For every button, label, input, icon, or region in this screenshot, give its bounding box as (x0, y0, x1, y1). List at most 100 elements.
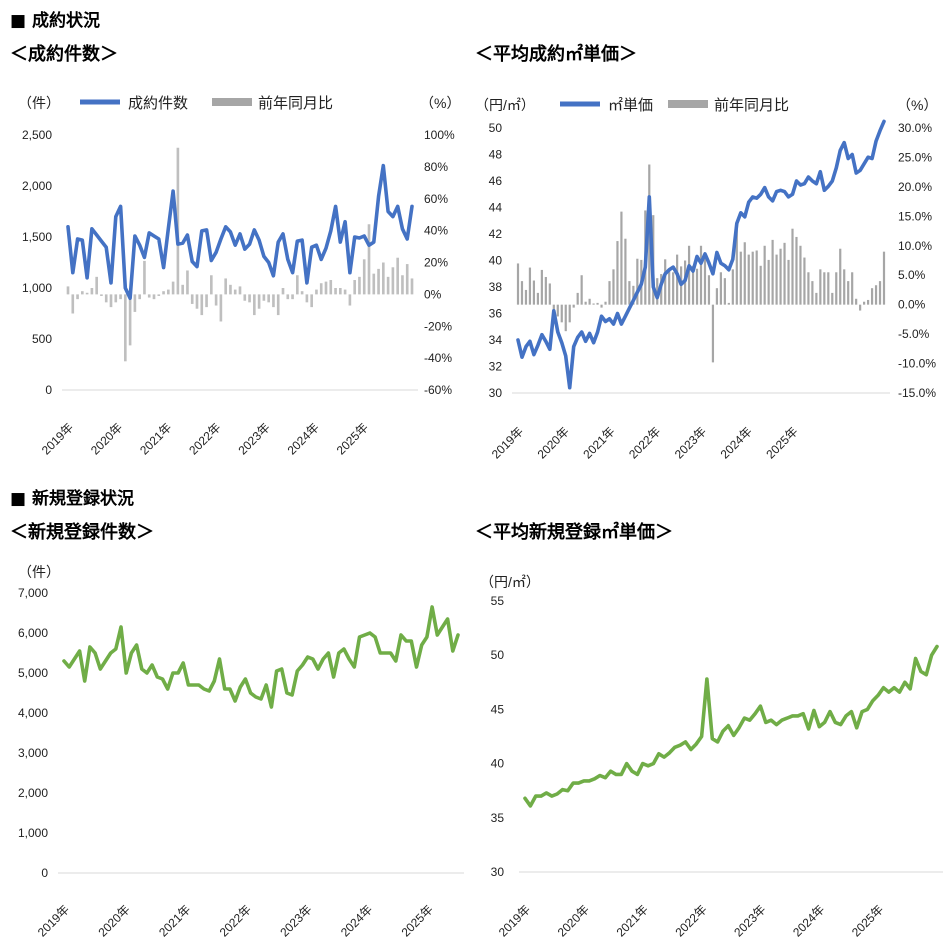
bar (584, 301, 587, 305)
bar (248, 294, 251, 303)
bar (405, 264, 409, 295)
y-tick-label: 1,000 (18, 826, 48, 840)
y-tick-label: 55 (491, 594, 505, 608)
y-tick-label: 42 (489, 227, 503, 241)
bar (723, 278, 726, 305)
bar (329, 280, 333, 295)
y2-axis-unit: （%） (420, 95, 460, 111)
bar (362, 259, 366, 295)
y-axis-unit: （円/㎡） (480, 574, 540, 590)
bar (157, 294, 161, 296)
x-tick-label: 2024年 (718, 424, 755, 461)
y-axis-unit: （件） (18, 95, 60, 111)
y2-tick-label: -10.0% (898, 357, 936, 371)
y-tick-label: 40 (491, 757, 505, 771)
bar (391, 267, 395, 295)
bar (104, 294, 108, 303)
bar (703, 257, 707, 305)
bar (540, 269, 543, 305)
bar (296, 275, 299, 295)
y-tick-label: 6,000 (18, 626, 48, 640)
bar (401, 275, 404, 295)
bar (76, 294, 79, 300)
y-tick-label: 35 (491, 811, 505, 825)
bar (133, 294, 137, 312)
bar (799, 245, 802, 305)
bar (719, 272, 722, 305)
y-tick-label: 40 (489, 254, 503, 268)
x-tick-label: 2019年 (39, 420, 76, 457)
bar (520, 281, 524, 305)
y2-tick-label: 80% (424, 160, 448, 174)
bar (612, 269, 615, 305)
section-newreg: ■ 新規登録状況 (10, 489, 134, 509)
bar (779, 248, 782, 305)
bar (556, 304, 559, 317)
bar (672, 272, 675, 305)
y2-tick-label: 40% (424, 224, 448, 238)
bar (66, 286, 70, 295)
x-tick-label: 2025年 (849, 902, 886, 939)
bar (310, 294, 313, 308)
bar (632, 285, 635, 305)
bar (687, 245, 691, 305)
bar (205, 294, 208, 308)
bar (568, 304, 571, 323)
bar (524, 289, 528, 305)
x-tick-label: 2025年 (763, 424, 800, 461)
bar (608, 281, 611, 305)
bar (596, 302, 599, 305)
y-tick-label: 45 (491, 702, 505, 716)
bar (874, 285, 878, 305)
y-tick-label: 50 (491, 648, 505, 662)
bar (727, 302, 730, 305)
bar (272, 294, 275, 308)
bar (324, 281, 328, 295)
y-axis-unit: （円/㎡） (475, 97, 535, 113)
x-tick-label: 2022年 (217, 902, 254, 939)
bar (616, 241, 619, 305)
bar (870, 288, 874, 305)
bar (771, 239, 774, 305)
bar (171, 281, 175, 295)
bar (878, 281, 882, 305)
bar (767, 259, 770, 305)
series-line-newreg-count (62, 605, 460, 709)
y-tick-label: 34 (489, 333, 503, 347)
x-tick-label: 2019年 (496, 902, 533, 939)
bar (71, 294, 75, 314)
bar (181, 284, 184, 295)
bar (315, 289, 318, 295)
bar (604, 301, 607, 305)
y-tick-label: 48 (489, 148, 503, 162)
series-line-contract-count (66, 163, 414, 301)
bar (544, 276, 547, 305)
bar (664, 259, 667, 305)
bar (348, 294, 352, 306)
legend-line-label: 成約件数 (128, 95, 188, 112)
bar (81, 291, 84, 295)
y-tick-label: 30 (489, 386, 503, 400)
bar (560, 304, 563, 323)
bar (152, 294, 156, 300)
x-tick-label: 2020年 (535, 424, 572, 461)
bar (548, 283, 551, 305)
series-line-contract-price (516, 119, 886, 390)
bar (210, 275, 213, 295)
x-tick-label: 2022年 (626, 424, 663, 461)
x-tick-label: 2024年 (285, 420, 322, 457)
bar (847, 281, 850, 305)
bar (759, 265, 762, 305)
bar (624, 238, 627, 305)
bar (866, 299, 870, 305)
y2-tick-label: 60% (424, 192, 448, 206)
y-tick-label: 50 (489, 121, 503, 135)
bar (819, 269, 822, 305)
bar (783, 242, 786, 305)
x-tick-label: 2023年 (672, 424, 709, 461)
bar (257, 294, 261, 309)
bar (691, 265, 695, 305)
x-tick-label: 2020年 (555, 902, 592, 939)
y2-tick-label: 100% (424, 128, 455, 142)
legend-bar-label: 前年同月比 (714, 97, 789, 114)
